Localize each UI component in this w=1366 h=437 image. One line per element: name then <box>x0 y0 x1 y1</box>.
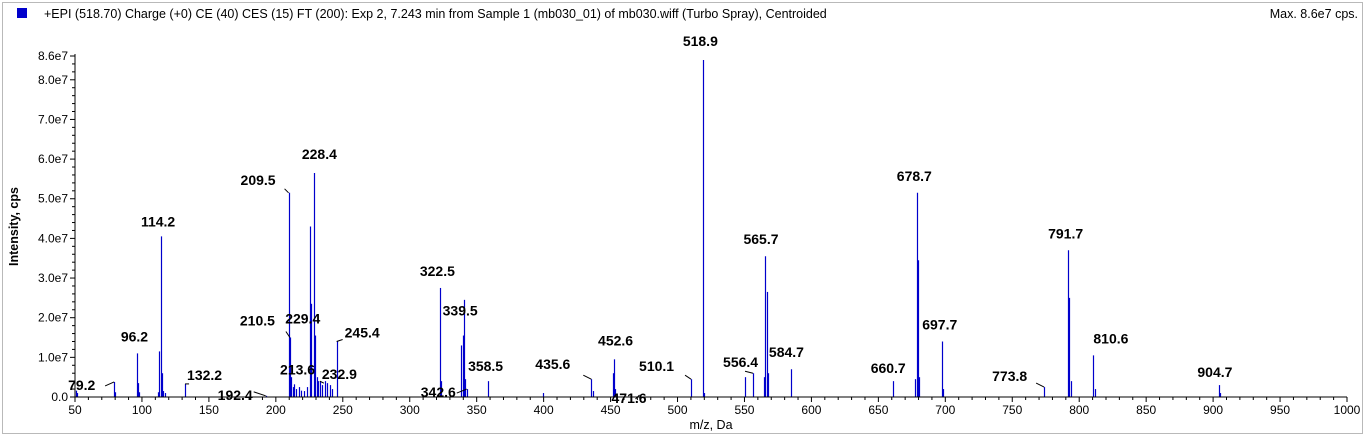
peak-annotation-label: 322.5 <box>420 263 455 279</box>
peak-annotation-label: 471.6 <box>612 390 647 406</box>
annotation-leader-line <box>336 339 343 342</box>
peak-annotation-label: 209.5 <box>241 172 276 188</box>
annotation-leader-line <box>744 370 754 374</box>
peak-annotation-label: 556.4 <box>723 354 758 370</box>
x-tick-label: 900 <box>1203 403 1223 417</box>
annotation-leader-line <box>583 374 592 380</box>
annotation-leader-line <box>285 331 291 338</box>
peak-annotation-label: 510.1 <box>639 358 674 374</box>
x-tick-label: 550 <box>734 403 754 417</box>
peak-annotation-label: 518.9 <box>683 33 718 49</box>
x-tick-label: 100 <box>132 403 152 417</box>
peak-annotation-label: 435.6 <box>535 356 570 372</box>
x-tick-label: 750 <box>1002 403 1022 417</box>
peaks-layer <box>75 59 1222 397</box>
peak-annotation-label: 697.7 <box>922 316 957 332</box>
x-tick-label: 600 <box>801 403 821 417</box>
peak-annotation-label: 810.6 <box>1093 330 1128 346</box>
spectrum-header-title: +EPI (518.70) Charge (+0) CE (40) CES (1… <box>44 7 827 21</box>
peak-annotation-label: 339.5 <box>443 303 478 319</box>
peak-annotation-label: 565.7 <box>743 231 778 247</box>
y-tick-label: 3.0e7 <box>38 271 68 285</box>
peak-annotation-label: 660.7 <box>871 360 906 376</box>
peak-annotation-label: 773.8 <box>992 368 1027 384</box>
peak-annotation-label: 584.7 <box>769 344 804 360</box>
peak-annotation-label: 452.6 <box>598 332 633 348</box>
leader-lines-layer <box>104 188 1045 400</box>
y-ticks-layer: 0.0 1.0e7 2.0e7 3.0e7 4.0e7 5.0e7 6.0e7 7.0e7 8.… <box>38 49 75 404</box>
peak-annotation-label: 114.2 <box>141 213 175 229</box>
peak-annotation-label: 132.2 <box>187 367 222 383</box>
x-tick-label: 500 <box>668 403 688 417</box>
annotation-leader-line <box>1035 382 1045 388</box>
peak-annotation-label: 213.6 <box>280 361 315 377</box>
peak-annotation-label: 79.2 <box>68 377 95 393</box>
annotation-leader-line <box>253 391 266 397</box>
peak-annotation-label: 229.4 <box>285 311 320 327</box>
y-tick-label: 8.0e7 <box>38 73 68 87</box>
y-tick-label: 5.0e7 <box>38 192 68 206</box>
peak-annotation-label: 228.4 <box>302 146 337 162</box>
y-tick-label: 4.0e7 <box>38 231 68 245</box>
annotation-leader-line <box>456 388 467 394</box>
peak-annotation-label: 210.5 <box>240 313 275 329</box>
peak-annotation-label: 96.2 <box>121 328 148 344</box>
annotation-leader-line <box>684 374 692 380</box>
peak-annotation-label: 791.7 <box>1048 225 1083 241</box>
peak-annotation-label: 232.9 <box>322 366 357 382</box>
peak-labels-layer: 79.2 96.2 114.2 132.2 192.4 209.5 210.5 213.6 22… <box>68 33 1233 406</box>
peak-annotation-label: 192.4 <box>218 387 253 403</box>
axes-layer <box>74 54 1347 398</box>
peak-annotation-label: 678.7 <box>897 168 932 184</box>
x-tick-label: 150 <box>199 403 219 417</box>
x-tick-label: 950 <box>1270 403 1290 417</box>
x-tick-label: 800 <box>1069 403 1089 417</box>
legend-swatch <box>17 8 27 18</box>
x-ticks-layer: 50 100 150 200 250 300 350 400 450 500 550 600 650 70… <box>68 397 1361 417</box>
x-tick-label: 200 <box>266 403 286 417</box>
peak-annotation-label: 245.4 <box>345 324 380 340</box>
y-tick-label: 0.0 <box>51 390 68 404</box>
peak-annotation-label: 342.6 <box>421 384 456 400</box>
x-tick-label: 350 <box>467 403 487 417</box>
x-tick-label: 250 <box>333 403 353 417</box>
y-tick-label: 1.0e7 <box>38 350 68 364</box>
y-tick-label: 2.0e7 <box>38 311 68 325</box>
x-tick-label: 50 <box>68 403 82 417</box>
peak-annotation-label: 358.5 <box>468 358 503 374</box>
max-intensity-label: Max. 8.6e7 cps. <box>1269 7 1358 21</box>
annotation-leader-line <box>319 380 325 384</box>
y-tick-label: 7.0e7 <box>38 112 68 126</box>
x-tick-label: 700 <box>935 403 955 417</box>
peak-annotation-label: 904.7 <box>1197 364 1232 380</box>
x-axis-title: m/z, Da <box>689 418 732 432</box>
x-tick-label: 1000 <box>1334 403 1361 417</box>
x-tick-label: 400 <box>534 403 554 417</box>
x-tick-label: 450 <box>601 403 621 417</box>
x-tick-label: 300 <box>400 403 420 417</box>
y-tick-label: 6.0e7 <box>38 152 68 166</box>
y-tick-label: 8.6e7 <box>38 49 68 63</box>
y-axis-title: Intensity, cps <box>7 187 21 266</box>
x-tick-label: 850 <box>1136 403 1156 417</box>
annotation-leader-line <box>104 381 115 387</box>
annotation-leader-line <box>284 188 289 194</box>
x-tick-label: 650 <box>868 403 888 417</box>
